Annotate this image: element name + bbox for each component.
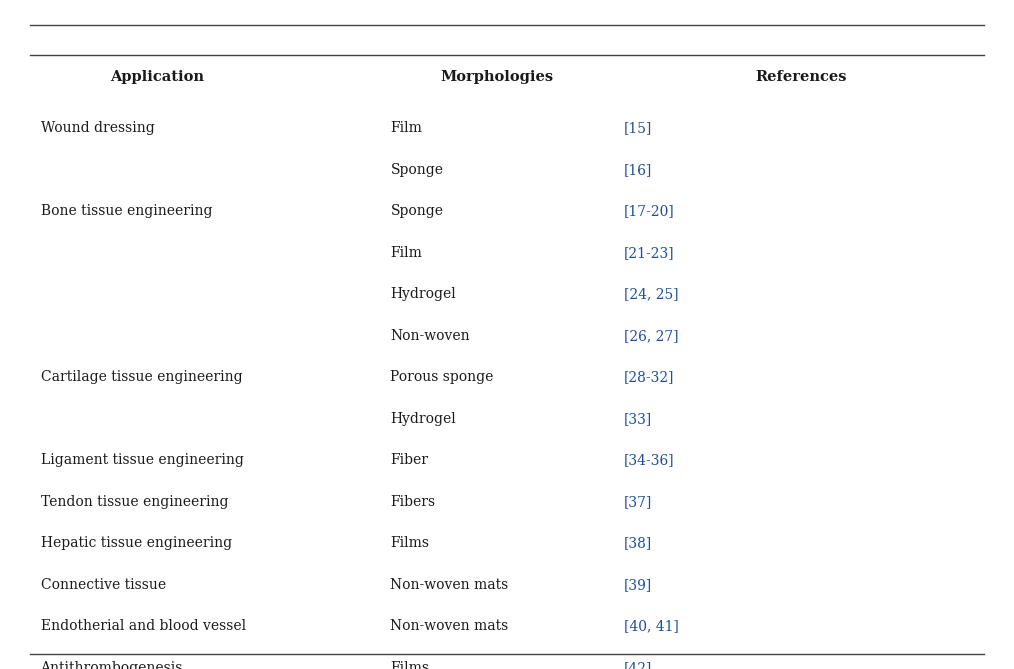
Text: Tendon tissue engineering: Tendon tissue engineering <box>41 495 228 508</box>
Text: [21-23]: [21-23] <box>624 246 674 260</box>
Text: Porous sponge: Porous sponge <box>390 371 494 384</box>
Text: Wound dressing: Wound dressing <box>41 122 154 135</box>
Text: [37]: [37] <box>624 495 652 508</box>
Text: [42]: [42] <box>624 661 652 669</box>
Text: [28-32]: [28-32] <box>624 371 674 384</box>
Text: Films: Films <box>390 661 429 669</box>
Text: Endotherial and blood vessel: Endotherial and blood vessel <box>41 619 245 633</box>
Text: Films: Films <box>390 537 429 550</box>
Text: [16]: [16] <box>624 163 652 177</box>
Text: Antithrombogenesis: Antithrombogenesis <box>41 661 183 669</box>
Text: Morphologies: Morphologies <box>440 70 554 84</box>
Text: [15]: [15] <box>624 122 652 135</box>
Text: Hydrogel: Hydrogel <box>390 288 456 301</box>
Text: Hydrogel: Hydrogel <box>390 412 456 425</box>
Text: Application: Application <box>111 70 204 84</box>
Text: Non-woven: Non-woven <box>390 329 470 343</box>
Text: Bone tissue engineering: Bone tissue engineering <box>41 205 212 218</box>
Text: Non-woven mats: Non-woven mats <box>390 619 509 633</box>
Text: Film: Film <box>390 122 422 135</box>
Text: Cartilage tissue engineering: Cartilage tissue engineering <box>41 371 242 384</box>
Text: [33]: [33] <box>624 412 652 425</box>
Text: [26, 27]: [26, 27] <box>624 329 678 343</box>
Text: Connective tissue: Connective tissue <box>41 578 165 591</box>
Text: Hepatic tissue engineering: Hepatic tissue engineering <box>41 537 231 550</box>
Text: [17-20]: [17-20] <box>624 205 674 218</box>
Text: [38]: [38] <box>624 537 652 550</box>
Text: Sponge: Sponge <box>390 163 443 177</box>
Text: References: References <box>755 70 847 84</box>
Text: Fiber: Fiber <box>390 454 428 467</box>
Text: Film: Film <box>390 246 422 260</box>
Text: [34-36]: [34-36] <box>624 454 674 467</box>
Text: [39]: [39] <box>624 578 652 591</box>
Text: Non-woven mats: Non-woven mats <box>390 578 509 591</box>
Text: Sponge: Sponge <box>390 205 443 218</box>
Text: [40, 41]: [40, 41] <box>624 619 678 633</box>
Text: Ligament tissue engineering: Ligament tissue engineering <box>41 454 243 467</box>
Text: [24, 25]: [24, 25] <box>624 288 678 301</box>
Text: Fibers: Fibers <box>390 495 436 508</box>
